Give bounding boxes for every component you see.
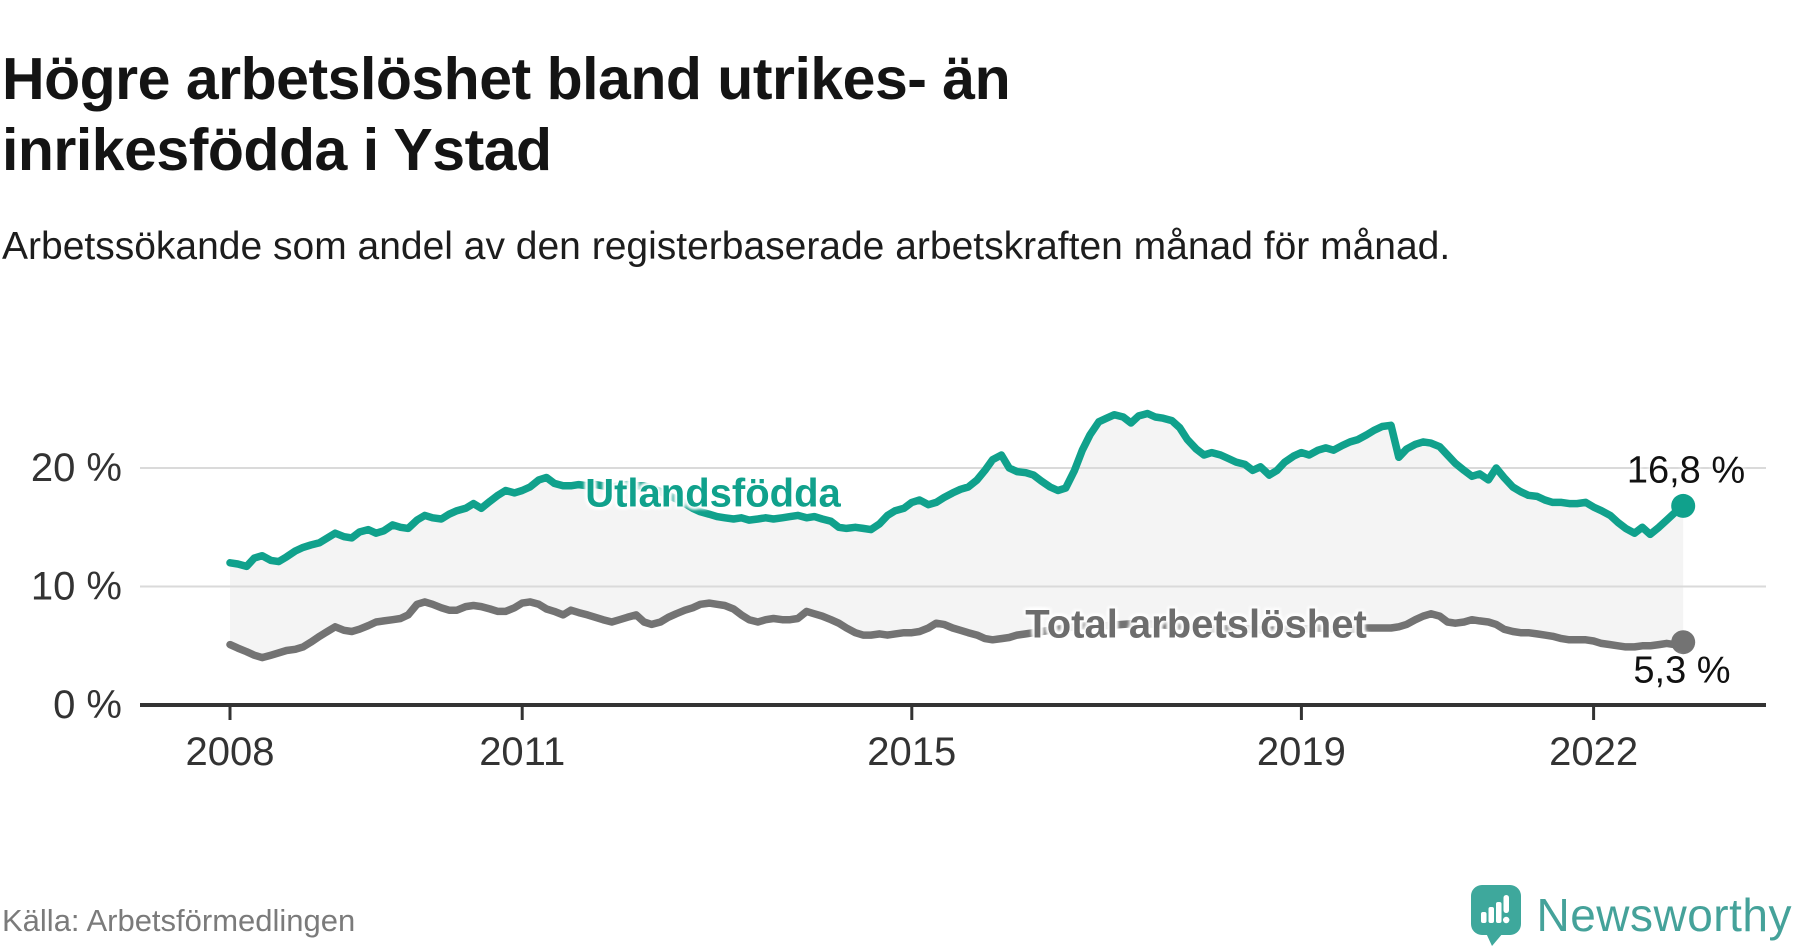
x-axis-label-2011: 2011 [479,730,565,774]
y-axis-label-20: 20 % [31,446,122,490]
series-label-total-arbetsloshet: Total arbetslöshet [1025,602,1367,647]
x-axis-label-2022: 2022 [1549,730,1638,774]
total-end-dot [1671,630,1696,655]
newsworthy-logo-icon [1471,885,1522,946]
end-value-label-utlandsfodda: 16,8 % [1626,449,1746,492]
utlandsfodda-end-dot [1671,493,1696,518]
total-arbetsloshet-line [226,598,1687,662]
series-label-utlandsfodda: Utlandsfödda [585,471,841,516]
page-title: Högre arbetslöshet bland utrikes- än inr… [2,45,1011,184]
x-axis-label-2019: 2019 [1257,730,1346,774]
x-axis-label-2015: 2015 [867,730,956,774]
utlandsfodda-line [226,409,1687,571]
area-between-series [230,413,1684,658]
brand-logo: Newsworthy [1470,884,1792,946]
x-axis-label-2008: 2008 [186,730,275,774]
chart-subtitle: Arbetssökande som andel av den registerb… [2,225,1451,268]
brand-name: Newsworthy [1536,889,1792,941]
y-axis-label-10: 10 % [31,565,122,609]
end-value-label-total: 5,3 % [1633,649,1731,692]
y-axis-label-0: 0 % [53,683,122,727]
source-note: Källa: Arbetsförmedlingen [2,903,356,938]
